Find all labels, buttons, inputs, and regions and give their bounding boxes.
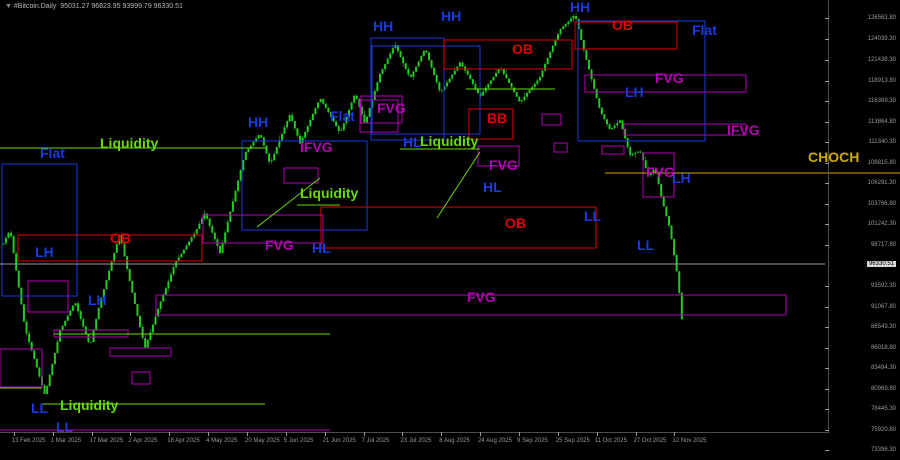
svg-text:CHOCH: CHOCH xyxy=(808,149,859,165)
svg-text:LH: LH xyxy=(88,292,107,308)
svg-text:HH: HH xyxy=(441,8,461,24)
svg-text:HL: HL xyxy=(312,240,331,256)
svg-text:OB: OB xyxy=(505,215,526,231)
svg-text:LH: LH xyxy=(672,170,691,186)
svg-text:Liquidity: Liquidity xyxy=(100,135,159,151)
svg-text:BB: BB xyxy=(487,110,507,126)
svg-text:LL: LL xyxy=(31,400,49,416)
svg-text:FVG: FVG xyxy=(467,289,496,305)
svg-text:Flat: Flat xyxy=(40,145,65,161)
svg-text:FVG: FVG xyxy=(489,157,518,173)
svg-text:Liquidity: Liquidity xyxy=(60,397,119,413)
svg-text:OB: OB xyxy=(110,230,131,246)
svg-text:LL: LL xyxy=(637,237,655,253)
svg-text:LH: LH xyxy=(625,84,644,100)
svg-text:Liquidity: Liquidity xyxy=(420,133,479,149)
svg-text:HL: HL xyxy=(483,179,502,195)
svg-text:OB: OB xyxy=(612,17,633,33)
svg-text:FVG: FVG xyxy=(655,70,684,86)
svg-text:LL: LL xyxy=(584,208,602,224)
svg-text:OB: OB xyxy=(512,41,533,57)
svg-text:FVG: FVG xyxy=(377,100,406,116)
svg-text:FVG: FVG xyxy=(646,164,675,180)
svg-text:HH: HH xyxy=(373,18,393,34)
svg-text:IFVG: IFVG xyxy=(300,139,333,155)
svg-text:Flat: Flat xyxy=(330,108,355,124)
svg-text:HH: HH xyxy=(248,114,268,130)
svg-text:Flat: Flat xyxy=(692,22,717,38)
svg-text:HH: HH xyxy=(570,0,590,15)
svg-text:IFVG: IFVG xyxy=(727,122,760,138)
svg-text:FVG: FVG xyxy=(265,237,294,253)
svg-text:Liquidity: Liquidity xyxy=(300,185,359,201)
svg-text:LH: LH xyxy=(35,244,54,260)
